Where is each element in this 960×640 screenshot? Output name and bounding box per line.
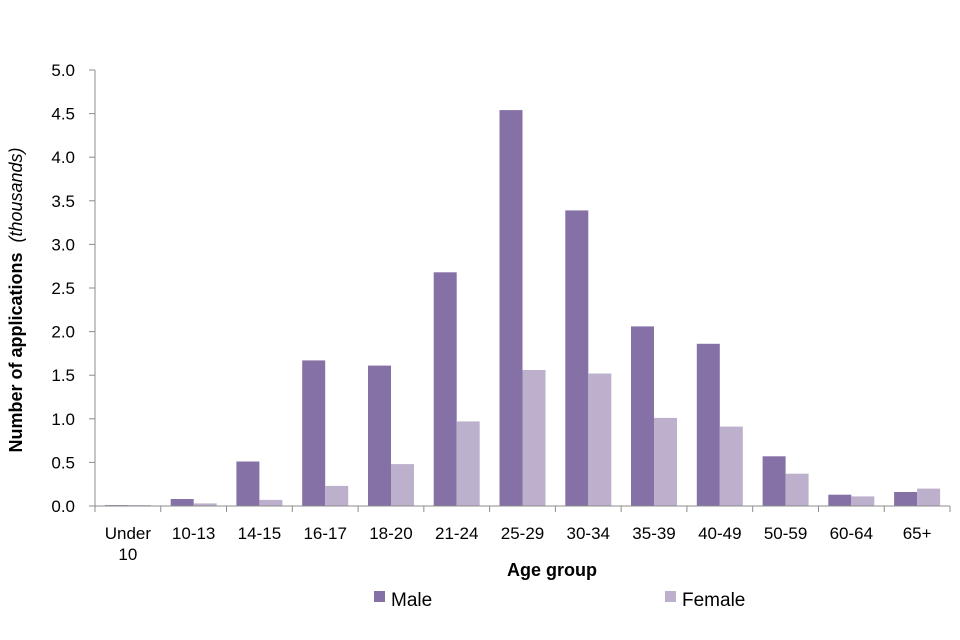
x-tick-label: 25-29: [501, 524, 544, 543]
bar-female-65-: [917, 488, 941, 506]
x-tick-label: 14-15: [238, 524, 281, 543]
legend: Male Female: [374, 590, 745, 611]
bar-male-21-24: [433, 272, 457, 506]
y-tick-label: 5.0: [51, 61, 75, 80]
bar-female-18-20: [391, 464, 414, 506]
bar-female-60-64: [851, 496, 875, 506]
y-tick-label: 1.5: [51, 366, 75, 385]
bar-male-10-13: [170, 499, 194, 506]
x-tick-label: 50-59: [764, 524, 807, 543]
bar-female-40-49: [719, 426, 743, 506]
y-tick-label: 3.0: [51, 235, 75, 254]
y-axis-title: Number of applications (thousands): [6, 147, 26, 452]
bar-male-14-15: [236, 461, 260, 506]
x-tick-label: 60-64: [830, 524, 873, 543]
bar-male-40-49: [696, 343, 720, 506]
bar-male-25-29: [499, 110, 523, 506]
y-axis-title-main: Number of applications: [6, 253, 26, 453]
bar-female-25-29: [522, 370, 546, 506]
x-tick-label: 18-20: [369, 524, 412, 543]
x-tick-label: 40-49: [698, 524, 741, 543]
legend-swatch-male: [374, 591, 385, 602]
bar-male-30-34: [565, 210, 589, 506]
x-tick-label: 10-13: [172, 524, 215, 543]
bar-female-50-59: [785, 473, 809, 506]
y-tick-label: 1.0: [51, 410, 75, 429]
y-tick-label: 0.0: [51, 497, 75, 516]
legend-label-male: Male: [391, 590, 432, 611]
legend-swatch-female: [665, 591, 676, 602]
bar-female-16-17: [325, 485, 349, 506]
bar-male-18-20: [368, 365, 391, 506]
y-axis-title-unit: (thousands): [6, 147, 26, 242]
bar-male-65-: [894, 492, 918, 506]
y-axis: 0.0 0.5 1.0 1.5 2.0 2.5 3.0 3.5 4.0 4.5 5.0: [51, 61, 96, 516]
bar-male-50-59: [762, 456, 786, 506]
y-tick-label: 2.5: [51, 279, 75, 298]
x-tick-label: 16-17: [303, 524, 346, 543]
x-tick-label: 35-39: [632, 524, 675, 543]
bar-female-10-13: [193, 503, 217, 506]
x-tick-label: 65+: [903, 524, 932, 543]
x-axis-title: Age group: [507, 560, 597, 580]
bar-female-35-39: [654, 417, 677, 506]
bar-male-60-64: [828, 494, 852, 506]
bar-male-35-39: [631, 326, 654, 506]
y-tick-label: 4.5: [51, 105, 75, 124]
y-tick-label: 3.5: [51, 192, 75, 211]
y-tick-label: 4.0: [51, 148, 75, 167]
bar-male-16-17: [302, 360, 326, 506]
x-tick-label: 30-34: [567, 524, 610, 543]
bar-female-21-24: [456, 421, 480, 506]
y-tick-label: 0.5: [51, 453, 75, 472]
legend-label-female: Female: [682, 590, 745, 611]
x-axis: Under 10 10-13 14-15 16-17 18-20 21-24 25-29 30-…: [94, 505, 951, 564]
y-tick-label: 2.0: [51, 323, 75, 342]
plot-area: [104, 110, 941, 506]
bar-female-14-15: [259, 499, 283, 506]
bar-female-30-34: [588, 373, 612, 506]
x-tick-label: Under 10: [105, 524, 152, 564]
x-tick-label: 21-24: [435, 524, 478, 543]
